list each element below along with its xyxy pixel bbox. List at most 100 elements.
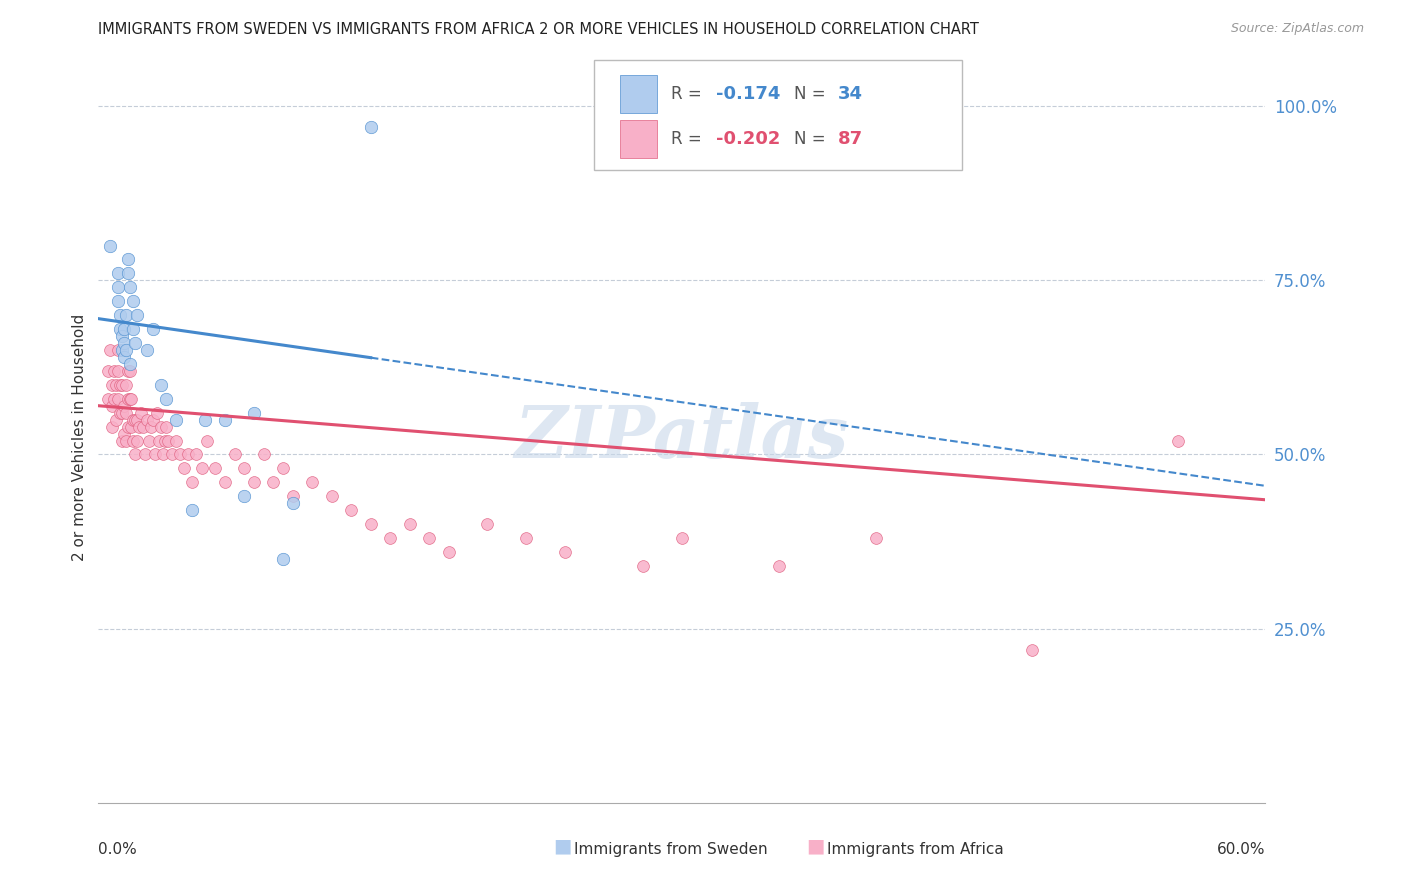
FancyBboxPatch shape xyxy=(620,75,658,113)
Point xyxy=(127,434,149,448)
Text: ZIPatlas: ZIPatlas xyxy=(515,401,849,473)
Point xyxy=(114,377,136,392)
Point xyxy=(103,364,125,378)
Text: Immigrants from Sweden: Immigrants from Sweden xyxy=(574,842,768,856)
Text: -0.174: -0.174 xyxy=(716,86,780,103)
Point xyxy=(671,531,693,545)
Text: Source: ZipAtlas.com: Source: ZipAtlas.com xyxy=(1230,22,1364,36)
Point xyxy=(111,434,134,448)
Text: N =: N = xyxy=(794,130,831,148)
Text: R =: R = xyxy=(672,86,707,103)
Point xyxy=(204,461,226,475)
Point xyxy=(108,322,131,336)
Point xyxy=(165,434,187,448)
Point xyxy=(112,399,135,413)
Point xyxy=(477,517,499,532)
Point xyxy=(184,448,207,462)
Point xyxy=(97,392,120,406)
Point xyxy=(124,336,146,351)
Point xyxy=(340,503,363,517)
Point xyxy=(146,406,169,420)
Point xyxy=(117,252,139,267)
Point xyxy=(865,531,887,545)
Point xyxy=(111,406,134,420)
Point xyxy=(281,489,304,503)
Point xyxy=(101,399,124,413)
Point xyxy=(418,531,440,545)
Point xyxy=(112,322,135,336)
Point xyxy=(243,475,266,490)
Point xyxy=(180,475,202,490)
Point xyxy=(122,434,145,448)
Point xyxy=(124,448,146,462)
Point xyxy=(122,322,145,336)
Point xyxy=(114,434,136,448)
Point xyxy=(177,448,200,462)
Point xyxy=(114,406,136,420)
Text: 60.0%: 60.0% xyxy=(1218,842,1265,856)
Point xyxy=(195,434,218,448)
Point xyxy=(114,308,136,322)
Point xyxy=(104,377,127,392)
Point xyxy=(121,419,143,434)
Text: 0.0%: 0.0% xyxy=(98,842,138,856)
Y-axis label: 2 or more Vehicles in Household: 2 or more Vehicles in Household xyxy=(72,313,87,561)
Point xyxy=(214,475,236,490)
Point xyxy=(262,475,284,490)
Point xyxy=(118,357,141,371)
Point xyxy=(271,552,294,566)
Point xyxy=(107,392,129,406)
Point xyxy=(360,517,382,532)
Point xyxy=(515,531,537,545)
Point xyxy=(157,434,180,448)
Point xyxy=(148,434,170,448)
Text: IMMIGRANTS FROM SWEDEN VS IMMIGRANTS FROM AFRICA 2 OR MORE VEHICLES IN HOUSEHOLD: IMMIGRANTS FROM SWEDEN VS IMMIGRANTS FRO… xyxy=(98,22,980,37)
Point xyxy=(108,377,131,392)
Point xyxy=(138,434,160,448)
Point xyxy=(107,266,129,280)
Point xyxy=(132,419,155,434)
Point xyxy=(631,558,654,573)
Point xyxy=(111,377,134,392)
Point xyxy=(768,558,790,573)
Point xyxy=(104,412,127,426)
Point xyxy=(107,364,129,378)
Point xyxy=(398,517,420,532)
Point xyxy=(142,412,165,426)
Point xyxy=(152,448,174,462)
Point xyxy=(118,392,141,406)
Point xyxy=(112,350,135,364)
Point xyxy=(142,322,165,336)
Point xyxy=(253,448,276,462)
Point xyxy=(153,434,176,448)
Point xyxy=(378,531,402,545)
Text: R =: R = xyxy=(672,130,707,148)
Text: ■: ■ xyxy=(806,836,825,855)
Point xyxy=(281,496,304,510)
Point xyxy=(111,343,134,357)
Point xyxy=(180,503,202,517)
Point xyxy=(162,448,184,462)
FancyBboxPatch shape xyxy=(620,120,658,158)
Point xyxy=(143,448,166,462)
Point xyxy=(136,412,159,426)
Point xyxy=(554,545,576,559)
Point xyxy=(190,461,212,475)
Point xyxy=(155,392,177,406)
Point xyxy=(301,475,323,490)
Point xyxy=(112,336,135,351)
Point xyxy=(127,412,149,426)
Point xyxy=(118,364,141,378)
Point xyxy=(155,419,177,434)
FancyBboxPatch shape xyxy=(595,61,962,170)
Point xyxy=(136,343,159,357)
Point xyxy=(111,329,134,343)
Point xyxy=(128,419,150,434)
Point xyxy=(98,238,121,252)
Point xyxy=(224,448,246,462)
Text: -0.202: -0.202 xyxy=(716,130,780,148)
Point xyxy=(139,419,162,434)
Point xyxy=(1021,642,1043,657)
Text: 87: 87 xyxy=(838,130,863,148)
Point xyxy=(214,412,236,426)
